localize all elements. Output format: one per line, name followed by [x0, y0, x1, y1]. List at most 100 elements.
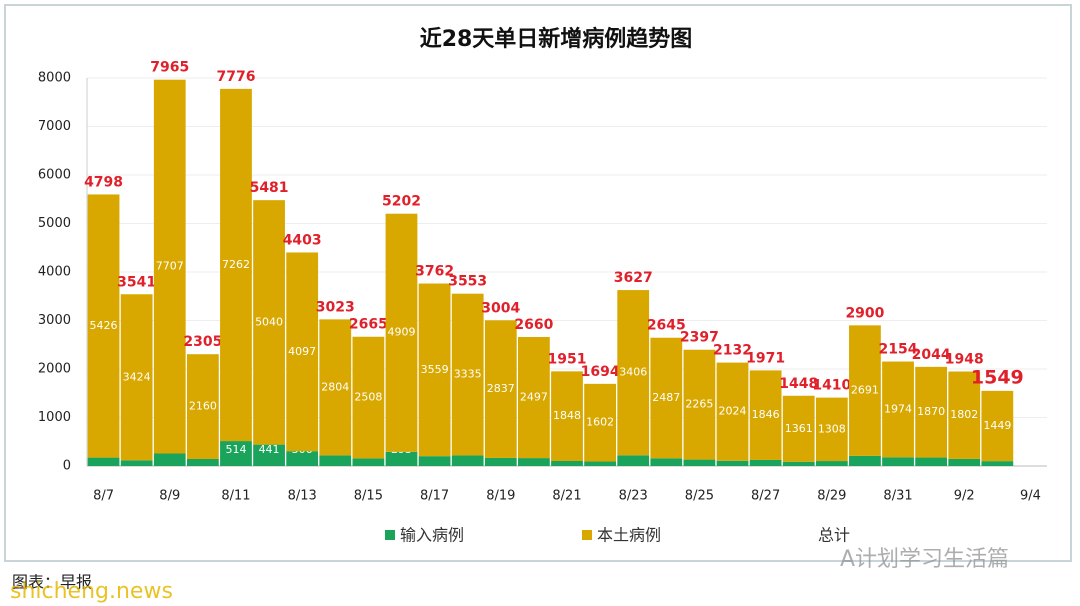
bar-segment: [319, 455, 352, 466]
value-label: 2837: [487, 382, 515, 395]
x-tick-label: 8/31: [883, 489, 912, 504]
bar-segment: [220, 88, 252, 442]
bar-segment: [220, 441, 252, 466]
bar-segment: [87, 457, 120, 466]
bar-segment: [451, 455, 484, 466]
x-tick-label: 9/4: [1020, 489, 1041, 504]
x-tick-label: 8/27: [751, 489, 780, 504]
bar-segment: [882, 361, 914, 458]
value-label: 7707: [156, 260, 184, 273]
value-label: 1870: [917, 405, 945, 418]
bar-segment: [451, 293, 484, 456]
bar-segment: [749, 459, 782, 466]
total-label: 1948: [945, 352, 984, 368]
bar-segment: [948, 458, 981, 466]
x-tick-label: 9/2: [954, 489, 975, 504]
bar-segment: [749, 370, 782, 460]
value-label: 514: [225, 443, 246, 456]
total-label: 1549: [971, 366, 1024, 388]
bar-segment: [484, 457, 517, 466]
value-label: 5426: [90, 319, 118, 332]
bar-segment: [981, 461, 1014, 466]
total-label: 2044: [912, 347, 951, 363]
total-label: 1951: [548, 351, 587, 367]
legend-label: 总计: [818, 526, 850, 545]
bar-segment: [849, 455, 881, 466]
value-label: 3424: [123, 370, 151, 383]
bar-segment: [518, 336, 550, 459]
bar-segment: [153, 79, 186, 454]
bar-segment: [683, 349, 716, 460]
bar-segment: [650, 458, 683, 466]
value-label: 2691: [851, 384, 879, 397]
x-tick-label: 8/7: [93, 489, 114, 504]
x-tick-label: 8/15: [354, 489, 383, 504]
bar-segment: [815, 461, 848, 466]
total-label: 1971: [746, 350, 785, 366]
total-label: 3553: [448, 274, 487, 290]
y-tick-label: 6000: [38, 168, 71, 183]
total-label: 3023: [316, 299, 355, 315]
value-label: 1308: [818, 422, 846, 435]
bar-segment: [716, 460, 749, 466]
x-tick-label: 8/21: [552, 489, 581, 504]
value-label: 2265: [685, 398, 713, 411]
value-label: 1974: [884, 402, 912, 415]
legend: 输入病例 本土病例 总计: [385, 526, 850, 545]
legend-label: 本土病例: [597, 526, 661, 545]
total-label: 4403: [283, 232, 322, 248]
y-tick-label: 8000: [38, 71, 71, 86]
y-tick-label: 4000: [38, 265, 71, 280]
bar-segment: [584, 461, 616, 466]
bar-segment: [484, 320, 517, 458]
x-tick-label: 8/9: [159, 489, 180, 504]
y-tick-label: 3000: [38, 313, 71, 328]
watermark: A计划学习生活篇: [840, 547, 1009, 572]
total-label: 5481: [250, 180, 289, 196]
x-tick-label: 8/25: [685, 489, 714, 504]
value-label: 2804: [321, 380, 349, 393]
bar-segment: [153, 453, 186, 466]
value-label: 5040: [255, 315, 283, 328]
value-label: 2508: [354, 391, 382, 404]
bar-segment: [782, 461, 815, 466]
value-label: 7262: [222, 258, 250, 271]
value-label: 3559: [421, 363, 449, 376]
value-label: 1602: [586, 416, 614, 429]
bar-segment: [286, 451, 319, 466]
legend-label: 输入病例: [400, 526, 464, 545]
bar-segment: [948, 371, 981, 459]
bar-segment: [319, 319, 352, 456]
bar-segment: [518, 458, 550, 466]
legend-swatch: [582, 530, 592, 540]
bar-segment: [815, 397, 848, 462]
total-label: 2660: [514, 317, 553, 333]
total-label: 3004: [481, 300, 520, 316]
bar-segment: [650, 337, 683, 459]
total-label: 2154: [879, 342, 918, 358]
bar-segment: [120, 294, 153, 461]
bar-segment: [617, 455, 650, 466]
total-label: 2645: [647, 318, 686, 334]
y-tick-label: 7000: [38, 119, 71, 134]
source: 图表：早报: [12, 573, 92, 592]
x-tick-label: 8/13: [288, 489, 317, 504]
value-label: 1802: [950, 408, 978, 421]
bar-segment: [418, 283, 451, 457]
total-label: 7776: [216, 69, 255, 85]
total-label: 2900: [845, 305, 884, 321]
site-watermark: shicheng.news: [10, 579, 173, 604]
bar-segment: [385, 213, 418, 452]
bar-segment: [418, 456, 451, 466]
bar-segment: [186, 354, 219, 459]
total-label: 3627: [614, 270, 653, 286]
total-label: 2665: [349, 317, 388, 333]
total-label: 2132: [713, 343, 752, 359]
total-label: 1410: [812, 378, 851, 394]
bar-segment: [286, 252, 319, 452]
value-label: 2160: [189, 400, 217, 413]
value-label: 1449: [983, 419, 1011, 432]
x-tick-label: 8/17: [420, 489, 449, 504]
y-tick-label: 5000: [38, 216, 71, 231]
